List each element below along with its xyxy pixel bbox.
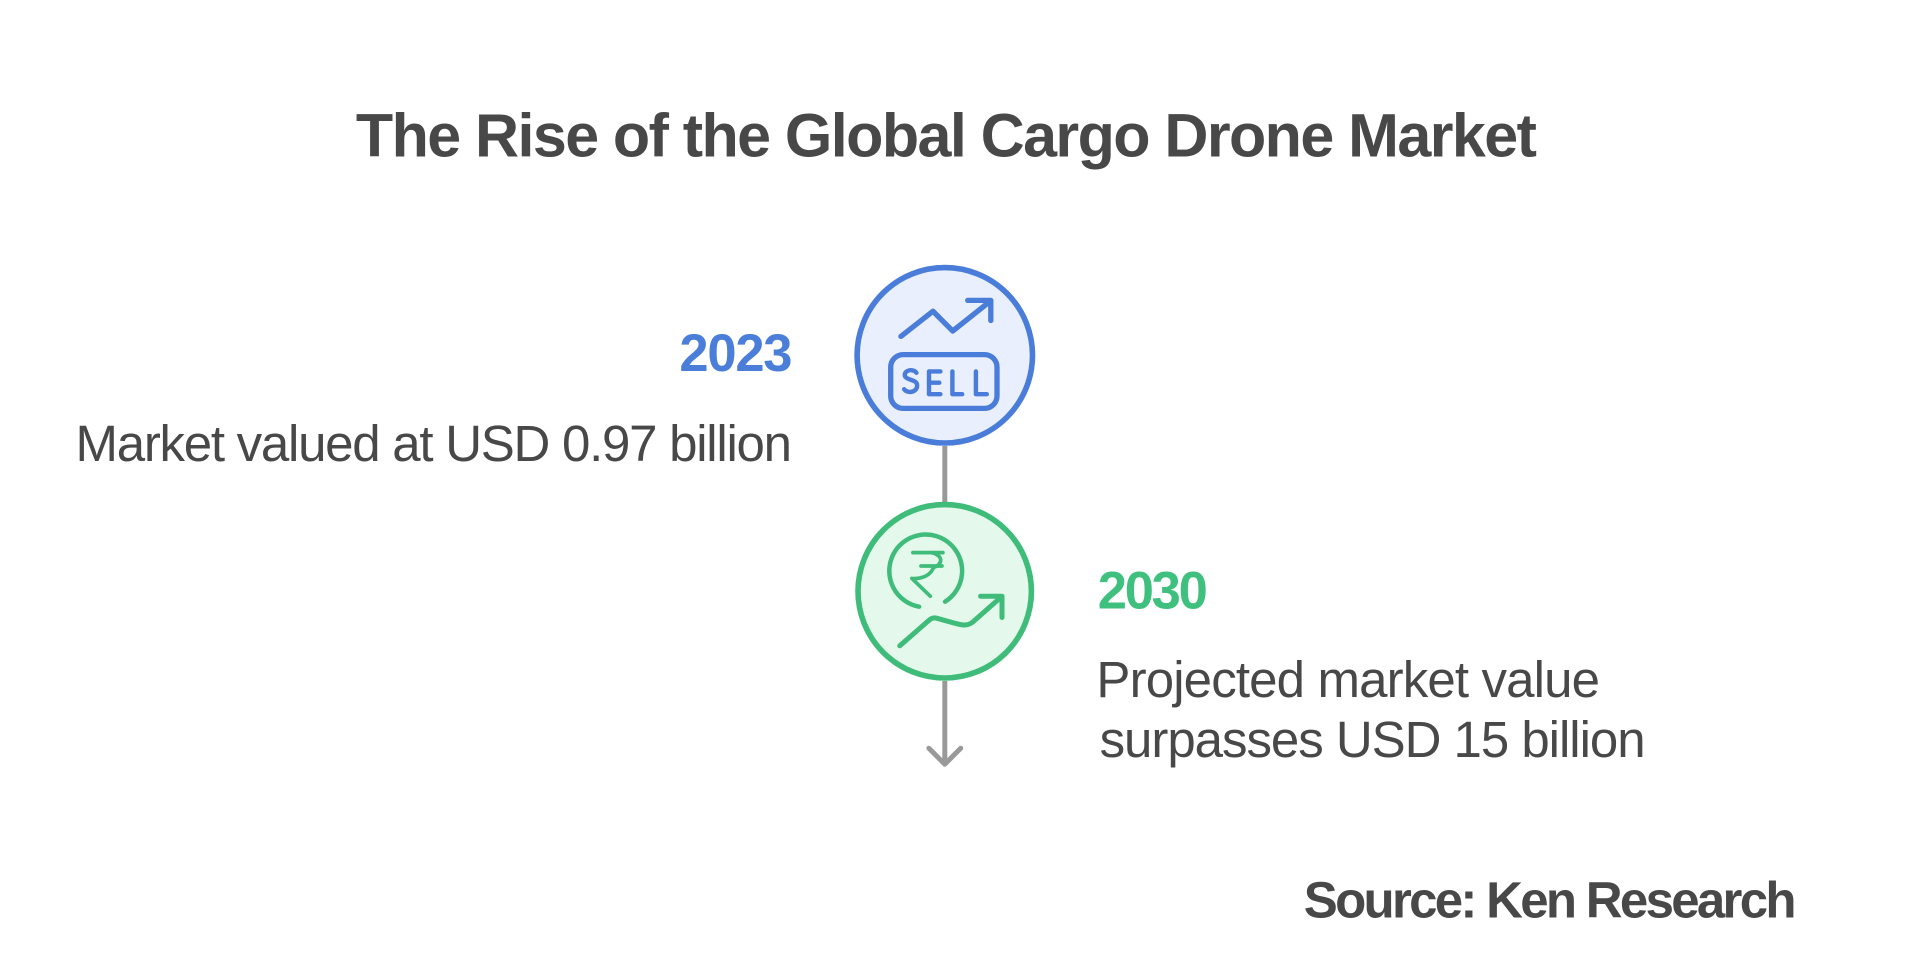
svg-text:Projected market value: Projected market value [1096, 651, 1600, 708]
svg-text:Source: Ken Research: Source: Ken Research [1304, 872, 1797, 929]
svg-text:Market valued at USD 0.97 bill: Market valued at USD 0.97 billion [76, 415, 793, 472]
svg-text:surpasses USD 15 billion: surpasses USD 15 billion [1100, 711, 1646, 768]
svg-text:2023: 2023 [679, 324, 792, 383]
svg-text:The Rise of the Global Cargo D: The Rise of the Global Cargo Drone Marke… [356, 102, 1537, 170]
svg-text:2030: 2030 [1098, 562, 1208, 621]
